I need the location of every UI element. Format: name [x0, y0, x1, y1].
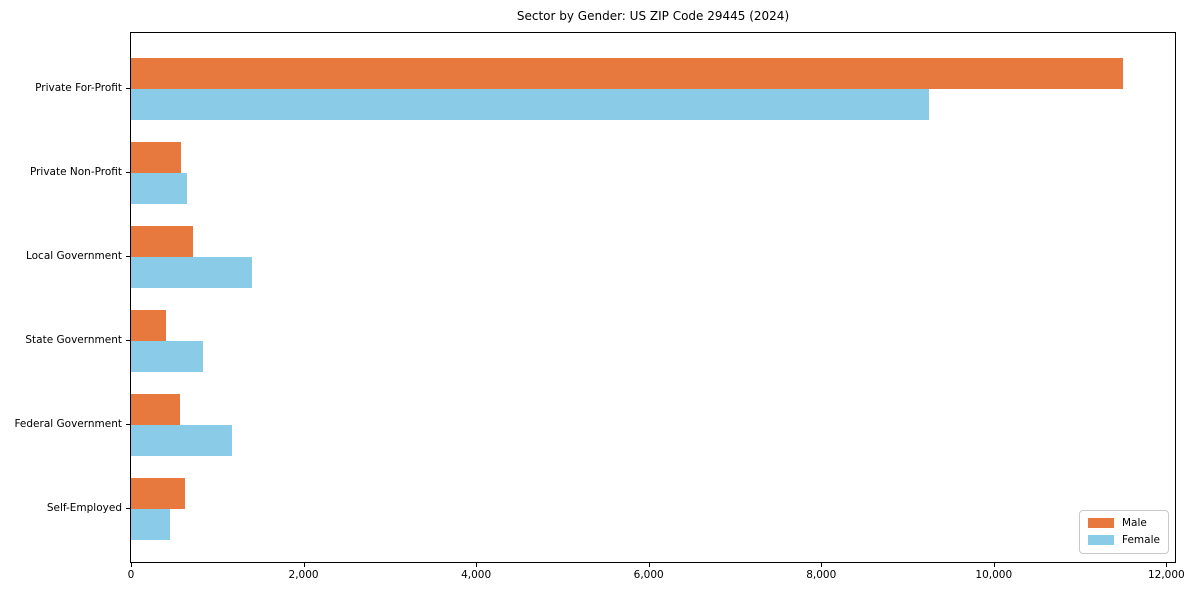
y-axis-tick — [126, 340, 130, 341]
x-axis-tick — [993, 563, 995, 567]
legend-item-male: Male — [1088, 517, 1159, 529]
y-axis-tick — [126, 508, 130, 509]
x-tick-label: 4,000 — [461, 569, 492, 581]
y-axis-tick — [126, 424, 130, 425]
x-tick-label: 2,000 — [288, 569, 319, 581]
bar-male-private-non-profit — [131, 142, 182, 173]
y-axis-tick — [126, 88, 130, 89]
y-axis-tick — [126, 172, 130, 173]
x-tick-label: 10,000 — [975, 569, 1013, 581]
x-tick-label: 8,000 — [806, 569, 837, 581]
x-tick-label: 0 — [127, 569, 135, 581]
legend: Male Female — [1079, 510, 1169, 554]
legend-swatch-female — [1088, 535, 1114, 545]
legend-item-female: Female — [1088, 534, 1160, 546]
y-category-label: Local Government — [25, 250, 122, 262]
bar-female-federal-government — [131, 425, 232, 456]
chart-title: Sector by Gender: US ZIP Code 29445 (202… — [516, 9, 790, 23]
bar-male-private-for-profit — [131, 58, 1124, 89]
x-axis-tick — [1166, 563, 1168, 567]
x-axis-tick — [476, 563, 478, 567]
x-axis-tick — [131, 563, 132, 567]
legend-swatch-male — [1088, 518, 1114, 528]
x-axis-tick — [648, 563, 650, 567]
legend-label-female: Female — [1122, 534, 1160, 546]
bar-female-self-employed — [131, 509, 170, 540]
x-axis-tick — [821, 563, 823, 567]
x-tick-label: 6,000 — [633, 569, 664, 581]
plot-area — [130, 32, 1176, 563]
bar-female-private-non-profit — [131, 173, 188, 204]
bar-female-private-for-profit — [131, 89, 930, 120]
legend-label-male: Male — [1122, 517, 1147, 529]
x-axis-tick — [303, 563, 305, 567]
y-category-label: State Government — [25, 334, 122, 346]
bar-male-local-government — [131, 226, 194, 257]
bar-female-local-government — [131, 257, 252, 288]
y-category-label: Self-Employed — [46, 502, 122, 514]
y-axis-tick — [126, 256, 130, 257]
bar-male-self-employed — [131, 478, 186, 509]
y-category-label: Private Non-Profit — [29, 166, 122, 178]
bar-male-federal-government — [131, 394, 181, 425]
y-category-label: Private For-Profit — [35, 82, 122, 94]
y-category-label: Federal Government — [14, 418, 122, 430]
bar-female-state-government — [131, 341, 203, 372]
bar-male-state-government — [131, 310, 166, 341]
x-tick-label: 12,000 — [1147, 569, 1185, 581]
